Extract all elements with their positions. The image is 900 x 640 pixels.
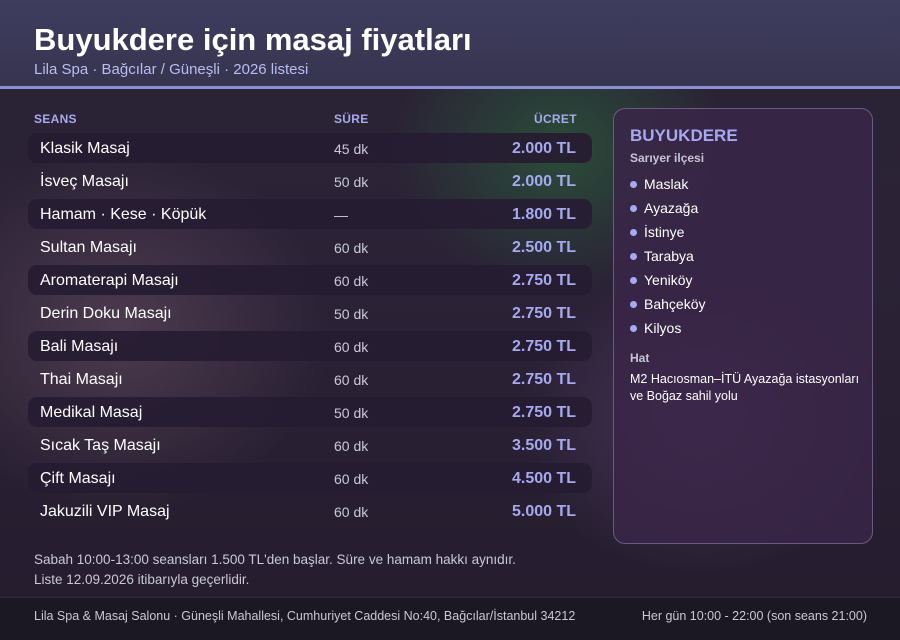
- table-row: Medikal Masaj 50 dk 2.750 TL: [28, 397, 592, 427]
- page-title: Buyukdere için masaj fiyatları: [34, 22, 472, 57]
- session-name: Jakuzili VIP Masaj: [40, 503, 170, 520]
- district-panel: BUYUKDERE Sarıyer ilçesi Maslak Ayazağa İs…: [613, 108, 873, 544]
- district-item: Kilyos: [630, 316, 705, 340]
- session-name: Çift Masajı: [40, 470, 116, 487]
- session-price: 2.500 TL: [511, 239, 576, 256]
- district-name: Ayazağa: [644, 200, 699, 216]
- session-price: 2.000 TL: [511, 173, 576, 190]
- line-text: M2 Hacıosman–İTÜ Ayazağa istasyonları ve…: [630, 372, 860, 403]
- session-name: Klasik Masaj: [40, 140, 130, 157]
- district-name: İstinye: [644, 224, 685, 240]
- session-name: İsveç Masajı: [40, 173, 129, 190]
- bullet-icon: [630, 324, 637, 332]
- district-name: Kilyos: [644, 320, 682, 336]
- bullet-icon: [630, 252, 637, 260]
- table-row: Çift Masajı 60 dk 4.500 TL: [28, 463, 592, 493]
- column-header-price: ÜCRET: [534, 112, 577, 126]
- page-header: Buyukdere için masaj fiyatları Lila Spa …: [0, 0, 900, 89]
- bullet-icon: [630, 300, 637, 308]
- footer-address: Lila Spa & Masaj Salonu · Güneşli Mahall…: [34, 609, 576, 623]
- session-name: Hamam · Kese · Köpük: [40, 206, 207, 223]
- table-row: Jakuzili VIP Masaj 60 dk 5.000 TL: [28, 495, 592, 528]
- session-name: Sultan Masajı: [40, 239, 137, 256]
- table-row: Sultan Masajı 60 dk 2.500 TL: [28, 231, 592, 264]
- district-item: Maslak: [630, 172, 705, 196]
- district-name: Bahçeköy: [644, 296, 706, 312]
- page-footer: Lila Spa & Masaj Salonu · Güneşli Mahall…: [0, 597, 900, 640]
- session-price: 2.750 TL: [511, 404, 576, 421]
- session-price: 2.750 TL: [511, 305, 576, 322]
- bullet-icon: [630, 204, 637, 212]
- table-row: İsveç Masajı 50 dk 2.000 TL: [28, 165, 592, 198]
- table-row: Klasik Masaj 45 dk 2.000 TL: [28, 133, 592, 163]
- column-header-duration: SÜRE: [334, 112, 369, 126]
- panel-subtitle: Sarıyer ilçesi: [630, 151, 705, 165]
- bullet-icon: [630, 228, 637, 236]
- district-item: Bahçeköy: [630, 292, 705, 316]
- panel-title: BUYUKDERE: [630, 126, 738, 145]
- session-name: Medikal Masaj: [40, 404, 143, 421]
- bullet-icon: [630, 180, 637, 188]
- column-header-session: SEANS: [34, 112, 77, 126]
- district-list: Maslak Ayazağa İstinye Tarabya Yeniköy Bahçek…: [630, 172, 705, 340]
- table-row: Hamam · Kese · Köpük — 1.800 TL: [28, 199, 592, 229]
- session-duration: —: [334, 207, 348, 223]
- session-duration: 50 dk: [334, 174, 369, 190]
- session-duration: 45 dk: [334, 141, 369, 157]
- session-duration: 60 dk: [334, 504, 369, 520]
- bullet-icon: [630, 276, 637, 284]
- session-duration: 60 dk: [334, 471, 369, 487]
- line-heading: Hat: [630, 351, 650, 365]
- district-name: Maslak: [644, 176, 689, 192]
- district-name: Tarabya: [644, 248, 694, 264]
- session-price: 1.800 TL: [511, 206, 576, 223]
- page-subtitle: Lila Spa · Bağcılar / Güneşli · 2026 lis…: [34, 61, 309, 78]
- table-row: Derin Doku Masajı 50 dk 2.750 TL: [28, 297, 592, 330]
- session-name: Derin Doku Masajı: [40, 305, 172, 322]
- session-price: 4.500 TL: [511, 470, 576, 487]
- session-duration: 50 dk: [334, 405, 369, 421]
- district-name: Yeniköy: [644, 272, 693, 288]
- table-row: Aromaterapi Masajı 60 dk 2.750 TL: [28, 265, 592, 295]
- session-duration: 60 dk: [334, 273, 369, 289]
- session-name: Sıcak Taş Masajı: [40, 437, 161, 454]
- session-price: 3.500 TL: [511, 437, 576, 454]
- session-name: Aromaterapi Masajı: [40, 272, 179, 289]
- session-price: 5.000 TL: [511, 503, 576, 520]
- session-duration: 50 dk: [334, 306, 369, 322]
- session-duration: 60 dk: [334, 372, 369, 388]
- table-row: Bali Masajı 60 dk 2.750 TL: [28, 331, 592, 361]
- session-duration: 60 dk: [334, 438, 369, 454]
- footer-hours: Her gün 10:00 - 22:00 (son seans 21:00): [641, 609, 867, 623]
- note-morning: Sabah 10:00-13:00 seansları 1.500 TL'den…: [34, 552, 516, 567]
- session-price: 2.750 TL: [511, 272, 576, 289]
- session-duration: 60 dk: [334, 240, 369, 256]
- table-row: Thai Masajı 60 dk 2.750 TL: [28, 363, 592, 396]
- session-name: Thai Masajı: [40, 371, 123, 388]
- session-price: 2.000 TL: [511, 140, 576, 157]
- session-price: 2.750 TL: [511, 338, 576, 355]
- price-table: Klasik Masaj 45 dk 2.000 TL İsveç Masajı 50 …: [28, 132, 592, 528]
- district-item: Ayazağa: [630, 196, 705, 220]
- session-price: 2.750 TL: [511, 371, 576, 388]
- district-item: Yeniköy: [630, 268, 705, 292]
- district-item: Tarabya: [630, 244, 705, 268]
- note-validity: Liste 12.09.2026 itibarıyla geçerlidir.: [34, 572, 250, 587]
- session-duration: 60 dk: [334, 339, 369, 355]
- session-name: Bali Masajı: [40, 338, 119, 355]
- table-row: Sıcak Taş Masajı 60 dk 3.500 TL: [28, 429, 592, 462]
- district-item: İstinye: [630, 220, 705, 244]
